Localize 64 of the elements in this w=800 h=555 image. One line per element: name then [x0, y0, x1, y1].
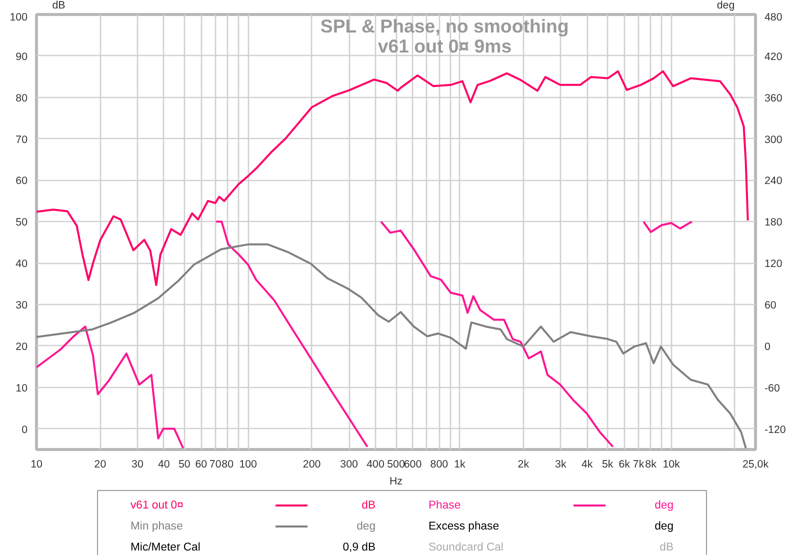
y2-tick-label: 0	[764, 340, 770, 353]
text: v61 out 0¤ 9ms	[378, 36, 512, 56]
y-tick-label: 80	[16, 92, 28, 104]
y-tick-label: 50	[16, 216, 28, 229]
text: Excess phase	[428, 520, 500, 532]
y-tick-label: 70	[16, 134, 28, 146]
x-tick-label: 800	[430, 458, 448, 470]
x-tick-label: 400	[366, 458, 384, 470]
y-tick-label: 30	[16, 300, 28, 312]
x-tick-label: 70	[209, 458, 222, 470]
chart-title: SPL & Phase, no smoothing	[320, 16, 569, 36]
x-tick-label: 6k	[618, 458, 631, 470]
y2-tick-label: 420	[764, 50, 782, 63]
y2-axis-title: deg	[716, 0, 735, 12]
y2-tick-label: 180	[764, 216, 782, 229]
text: deg	[654, 520, 674, 532]
x-tick-label: 50	[178, 458, 190, 470]
y2-tick-label: 120	[764, 258, 782, 270]
y2-tick-label: 60	[764, 300, 776, 312]
text: deg	[654, 500, 674, 512]
y-axis-title: dB	[52, 0, 66, 12]
y2-tick-label: -60	[764, 382, 780, 394]
y2-tick-label: -120	[764, 424, 786, 436]
x-tick-label: 600	[404, 458, 422, 470]
text: Mic/Meter Cal	[130, 542, 200, 554]
y-tick-label: 10	[16, 382, 28, 394]
x-tick-label: 10k	[662, 458, 681, 470]
x-tick-label: 4k	[581, 458, 594, 470]
x-tick-label: 10	[30, 458, 42, 470]
y2-tick-label: 480	[764, 12, 782, 24]
text: Soundcard Cal	[428, 542, 504, 554]
text: dB	[362, 500, 376, 512]
x-tick-label: 25,0k	[742, 458, 770, 470]
x-tick-label: 60	[195, 458, 208, 470]
text: dB	[660, 542, 674, 554]
x-tick-label: 1k	[454, 458, 466, 470]
x-tick-label: 8k	[645, 458, 658, 470]
x-tick-label: 7k	[632, 458, 645, 470]
y-tick-label: 40	[16, 258, 28, 270]
x-tick-label: 5k	[602, 458, 614, 470]
x-tick-label: 30	[132, 458, 144, 470]
x-tick-label: 20	[94, 458, 106, 470]
x-tick-label: 80	[222, 458, 234, 470]
y2-tick-label: 240	[764, 175, 782, 188]
y-tick-label: 60	[16, 175, 28, 188]
text: deg	[356, 520, 376, 532]
x-tick-label: 40	[158, 458, 170, 470]
y-tick-label: 100	[10, 12, 28, 24]
x-axis-title: Hz	[389, 476, 403, 488]
text: 0,9 dB	[342, 542, 376, 554]
y-tick-label: 0	[22, 424, 28, 436]
text: Phase	[428, 500, 461, 512]
y2-tick-label: 300	[764, 134, 782, 146]
y2-tick-label: 360	[764, 92, 782, 104]
x-tick-label: 500	[387, 458, 405, 470]
text: v61 out 0¤	[130, 500, 184, 512]
x-tick-label: 200	[302, 458, 321, 470]
y-tick-label: 90	[16, 50, 28, 63]
y-tick-label: 20	[16, 340, 28, 353]
x-tick-label: 300	[340, 458, 358, 470]
x-tick-label: 2k	[518, 458, 530, 470]
text: Min phase	[130, 520, 183, 532]
x-tick-label: 100	[239, 458, 258, 470]
x-tick-label: 3k	[555, 458, 567, 470]
